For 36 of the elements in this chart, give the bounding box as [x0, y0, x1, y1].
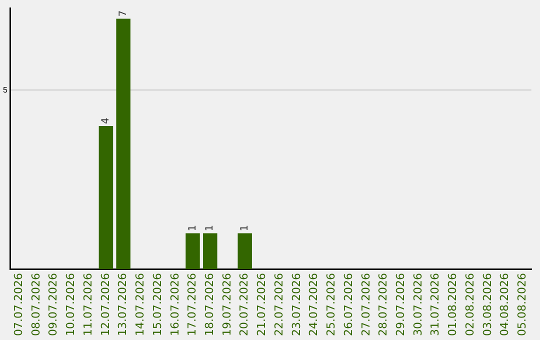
x-tick-label: 14.07.2026	[134, 273, 147, 336]
x-tick-label: 23.07.2026	[290, 273, 303, 336]
x-tick-label: 12.07.2026	[98, 273, 112, 336]
x-tick-label: 13.07.2026	[116, 273, 130, 336]
x-tick-label: 08.07.2026	[29, 273, 42, 336]
y-tick-label: 5	[2, 85, 8, 94]
x-tick-label: 29.07.2026	[394, 273, 407, 336]
x-tick-label: 16.07.2026	[168, 273, 182, 336]
x-tick-label: 20.07.2026	[238, 273, 251, 336]
data-label: 1	[239, 224, 250, 232]
x-tick-label: 27.07.2026	[359, 273, 372, 336]
x-tick-label: 09.07.2026	[46, 273, 60, 336]
x-tick-label: 26.07.2026	[342, 273, 355, 336]
x-tick-label: 28.07.2026	[376, 273, 390, 336]
x-tick-label: 01.08.2026	[446, 273, 460, 336]
x-tick-label: 05.08.2026	[516, 273, 529, 336]
x-tick-label: 04.08.2026	[498, 273, 512, 336]
x-tick-label: 11.07.2026	[81, 273, 94, 336]
x-tick-label: 22.07.2026	[272, 273, 286, 336]
x-tick-label: 24.07.2026	[307, 273, 320, 336]
x-tick-label: 21.07.2026	[255, 273, 268, 336]
data-label: 4	[100, 118, 112, 124]
x-tick-label: 07.07.2026	[12, 273, 25, 336]
x-tick-label: 25.07.2026	[324, 273, 338, 336]
data-label: 1	[204, 224, 216, 232]
x-tick-label: 31.07.2026	[428, 273, 442, 336]
data-label: 7	[118, 10, 129, 17]
x-tick-label: 02.08.2026	[463, 273, 476, 336]
x-tick-label: 15.07.2026	[150, 273, 164, 336]
x-tick-label: 18.07.2026	[202, 273, 216, 336]
data-label: 1	[187, 224, 198, 232]
x-tick-label: 30.07.2026	[411, 273, 424, 336]
x-tick-label: 19.07.2026	[220, 273, 234, 336]
x-tick-label: 10.07.2026	[64, 273, 78, 336]
x-tick-label: 17.07.2026	[186, 273, 199, 336]
x-tick-label: 03.08.2026	[480, 273, 494, 336]
